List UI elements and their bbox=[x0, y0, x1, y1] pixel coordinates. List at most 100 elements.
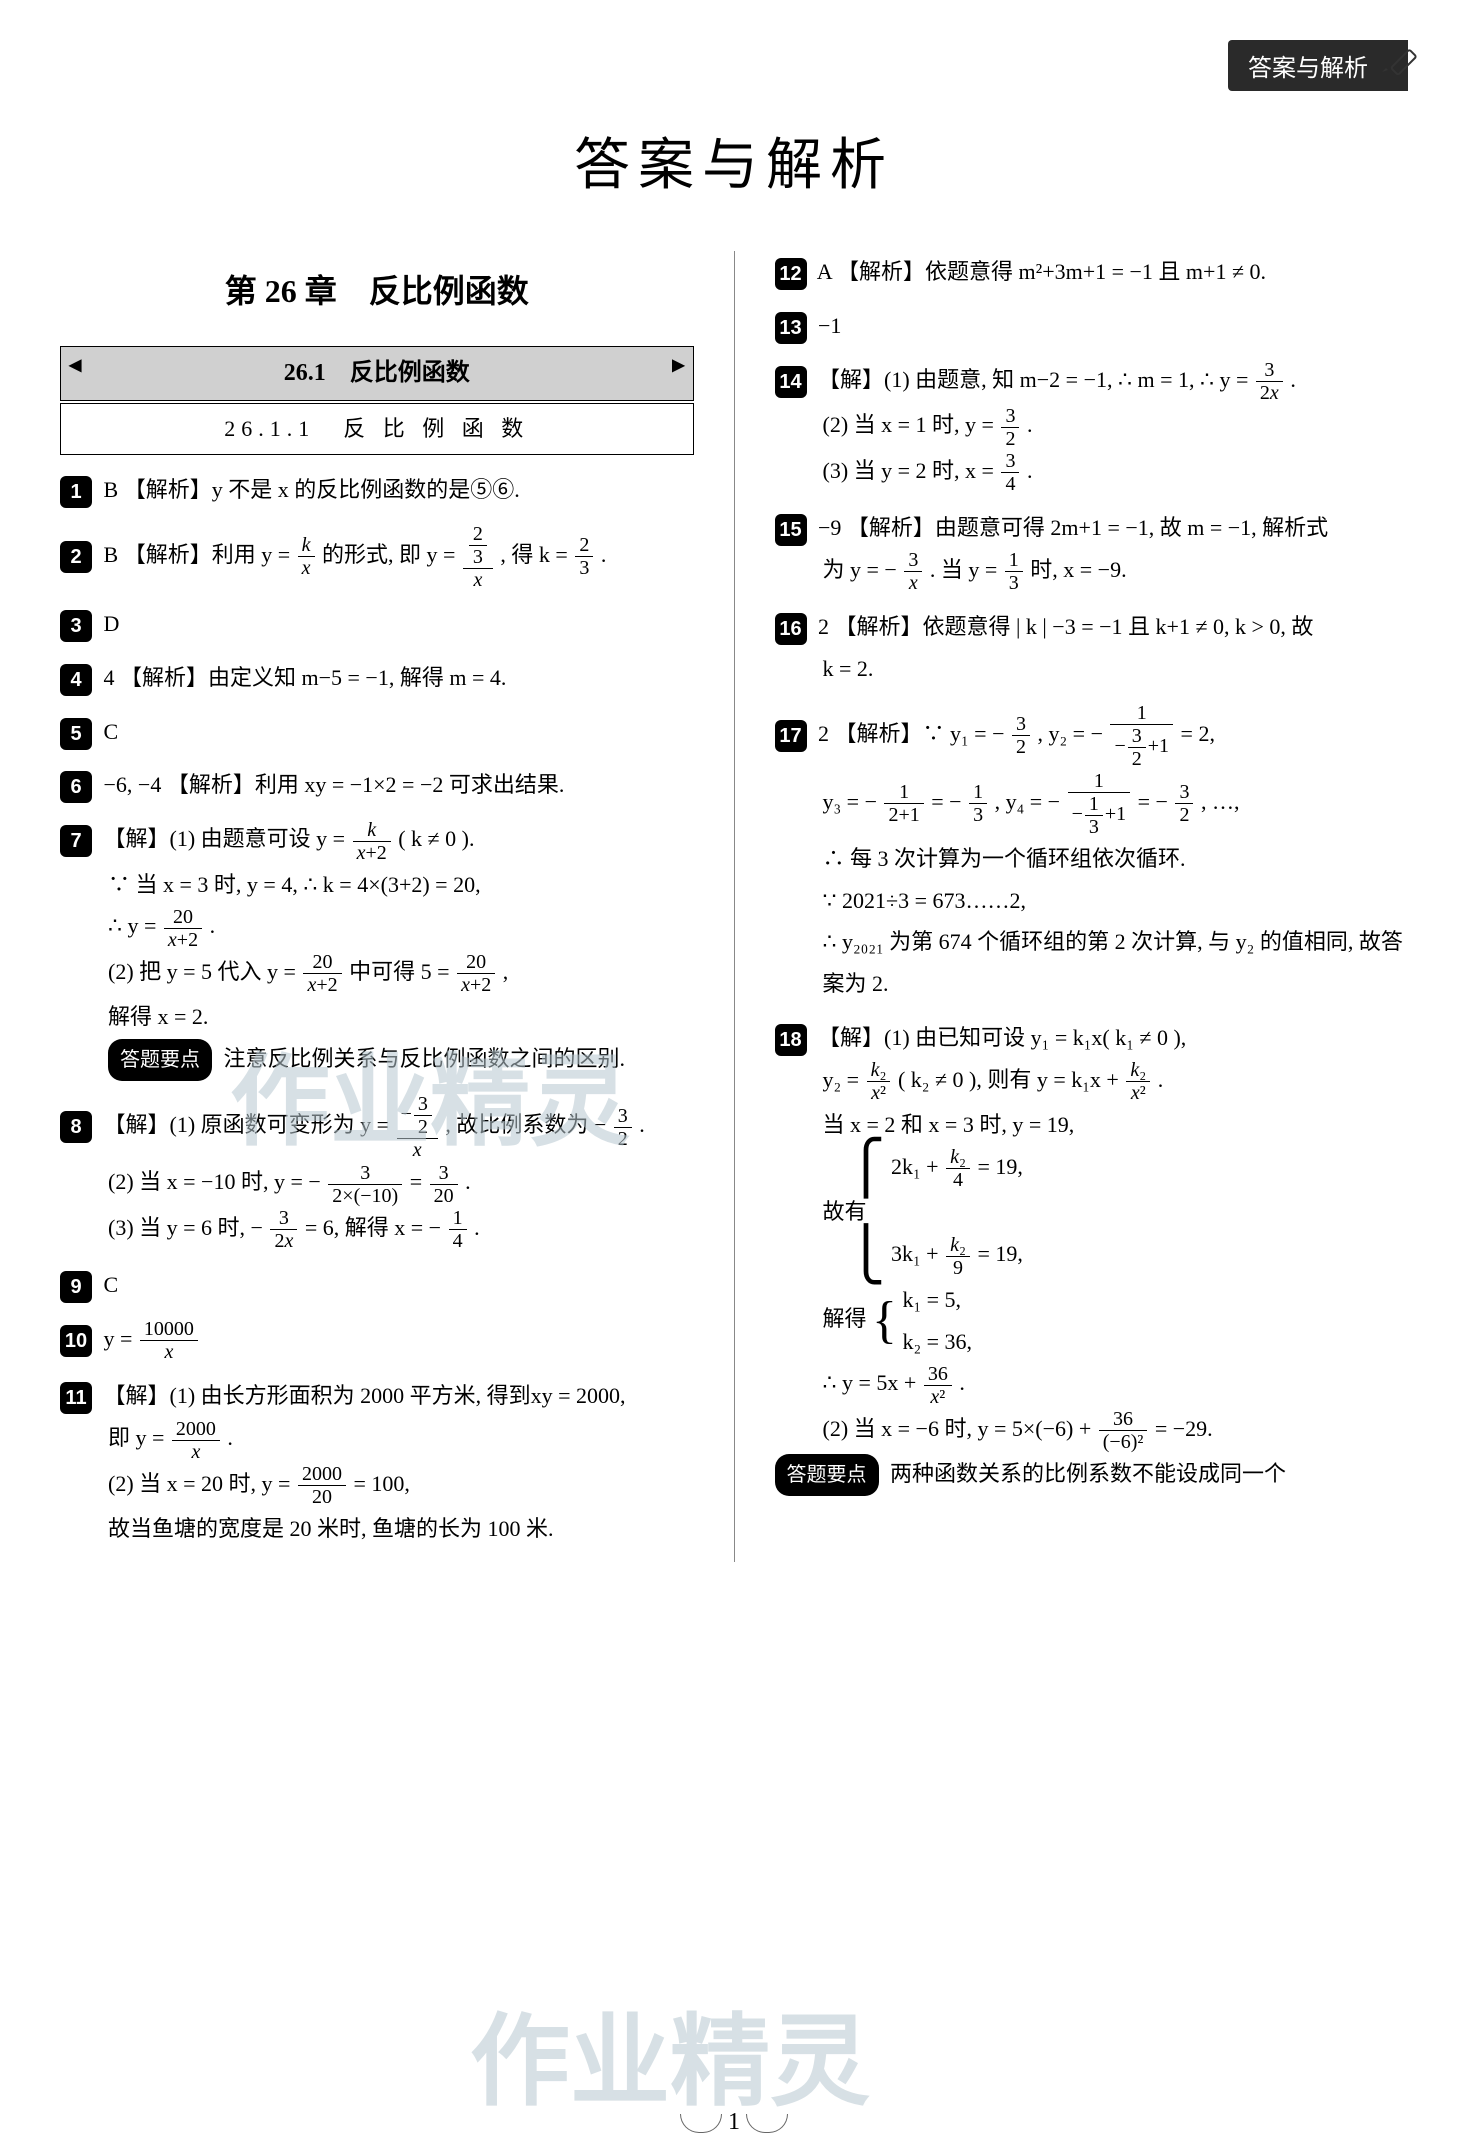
tip-pill: 答题要点 bbox=[108, 1039, 212, 1081]
text: 2k₁ + bbox=[891, 1154, 939, 1179]
qnum-badge: 16 bbox=[775, 613, 807, 645]
text: = − bbox=[931, 789, 961, 814]
text: = 100, bbox=[353, 1471, 409, 1496]
line: ∵ 2021÷3 = 673……2, bbox=[775, 880, 1409, 922]
answer: 2 bbox=[818, 721, 829, 746]
text: = 19, bbox=[977, 1241, 1022, 1266]
text: = 6, 解得 x = − bbox=[305, 1215, 441, 1240]
text: = 19, bbox=[977, 1154, 1022, 1179]
text: = 2, bbox=[1181, 721, 1215, 746]
text: . bbox=[465, 1169, 471, 1194]
q2: 2 B 【解析】利用 y = kx 的形式, 即 y = 23x , 得 k =… bbox=[60, 523, 694, 591]
qnum-badge: 9 bbox=[60, 1271, 92, 1303]
text: 3k₁ + bbox=[891, 1241, 939, 1266]
line: ∴ y₂₀₂₁ 为第 674 个循环组的第 2 次计算, 与 y₂ 的值相同, … bbox=[775, 921, 1409, 1005]
line: 为 y = − 3x . 当 y = 13 时, x = −9. bbox=[775, 549, 1409, 594]
text: 【解】(1) 由已知可设 y₁ = k₁x( k₁ ≠ 0 ), bbox=[818, 1025, 1186, 1050]
qnum-badge: 15 bbox=[775, 514, 807, 546]
qnum-badge: 12 bbox=[775, 258, 807, 290]
tip-pill: 答题要点 bbox=[775, 1454, 879, 1496]
line: (2) 当 x = 1 时, y = 32 . bbox=[775, 404, 1409, 449]
answer: −9 bbox=[818, 515, 841, 540]
line: y₃ = − 12+1 = − 13 , y₄ = − 1−13+1 = − 3… bbox=[775, 770, 1409, 838]
line: (3) 当 y = 6 时, − 32x = 6, 解得 x = − 14 . bbox=[60, 1207, 694, 1252]
line: ∴ y = 5x + 36x² . bbox=[775, 1362, 1409, 1407]
answer: −1 bbox=[818, 313, 841, 338]
tip-line: 答题要点 注意反比例关系与反比例函数之间的区别. bbox=[60, 1038, 694, 1081]
q7: 7 【解】(1) 由题意可设 y = kx+2 ( k ≠ 0 ). ∵ 当 x… bbox=[60, 818, 694, 1081]
text: . bbox=[474, 1215, 480, 1240]
line: (2) 当 x = −10 时, y = − 32×(−10) = 320 . bbox=[60, 1161, 694, 1206]
q15: 15 −9 【解析】由题意可得 2m+1 = −1, 故 m = −1, 解析式… bbox=[775, 507, 1409, 594]
text: 的形式, 即 y = bbox=[322, 542, 455, 567]
text: , 故比例系数为 − bbox=[445, 1112, 606, 1137]
text: . 当 y = bbox=[930, 557, 997, 582]
text: = bbox=[410, 1169, 422, 1194]
answer: C bbox=[104, 1272, 119, 1297]
text: = − bbox=[1138, 789, 1168, 814]
answer: 2 bbox=[818, 614, 829, 639]
qnum-badge: 10 bbox=[60, 1325, 92, 1357]
q12: 12 A 【解析】依题意得 m²+3m+1 = −1 且 m+1 ≠ 0. bbox=[775, 251, 1409, 293]
text: , 得 k = bbox=[500, 542, 567, 567]
text: k₂ = 36, bbox=[902, 1321, 972, 1363]
text: 【解】(1) 由题意, 知 m−2 = −1, ∴ m = 1, ∴ y = bbox=[818, 367, 1248, 392]
text: (3) 当 y = 2 时, x = bbox=[823, 458, 994, 483]
answer: B bbox=[104, 542, 119, 567]
text: 为 y = − bbox=[823, 557, 897, 582]
line: ∵ 当 x = 3 时, y = 4, ∴ k = 4×(3+2) = 20, bbox=[60, 864, 694, 906]
qnum-badge: 11 bbox=[60, 1382, 92, 1414]
page-title: 答案与解析 bbox=[60, 120, 1408, 201]
qnum-badge: 1 bbox=[60, 476, 92, 508]
text: ( k ≠ 0 ). bbox=[398, 826, 474, 851]
q17: 17 2 【解析】∵ y₁ = − 32 , y₂ = − 1−32+1 = 2… bbox=[775, 702, 1409, 1005]
text: . bbox=[227, 1425, 233, 1450]
qnum-badge: 5 bbox=[60, 718, 92, 750]
q11: 11 【解】(1) 由长方形面积为 2000 平方米, 得到xy = 2000,… bbox=[60, 1375, 694, 1550]
text: ( k₂ ≠ 0 ), 则有 y = k₁x + bbox=[898, 1067, 1119, 1092]
line: (3) 当 y = 2 时, x = 34 . bbox=[775, 450, 1409, 495]
text: . bbox=[1290, 367, 1296, 392]
qnum-badge: 8 bbox=[60, 1111, 92, 1143]
line: y₂ = k₂x² ( k₂ ≠ 0 ), 则有 y = k₁x + k₂x² … bbox=[775, 1059, 1409, 1104]
text: ∴ y = bbox=[108, 913, 156, 938]
text: 中可得 5 = bbox=[349, 959, 449, 984]
q16: 16 2 【解析】依题意得 | k | −3 = −1 且 k+1 ≠ 0, k… bbox=[775, 606, 1409, 690]
line: ⎧ 2k₁ + k₂4 = 19, bbox=[775, 1146, 1409, 1191]
q8: 8 【解】(1) 原函数可变形为 y = −32x , 故比例系数为 − 32 … bbox=[60, 1093, 694, 1252]
answer: B bbox=[104, 477, 119, 502]
chapter-title: 第 26 章 反比例函数 bbox=[60, 261, 694, 322]
text: . bbox=[959, 1370, 965, 1395]
section-header: 26.1 反比例函数 bbox=[60, 346, 694, 402]
content-columns: 第 26 章 反比例函数 26.1 反比例函数 26.1.1 反 比 例 函 数… bbox=[60, 251, 1408, 1562]
q10: 10 y = 10000x bbox=[60, 1318, 694, 1363]
text: . bbox=[1027, 458, 1033, 483]
text: (3) 当 y = 6 时, − bbox=[108, 1215, 263, 1240]
answer: C bbox=[104, 719, 119, 744]
watermark: 作业精灵 bbox=[470, 1980, 870, 2125]
line: (2) 把 y = 5 代入 y = 20x+2 中可得 5 = 20x+2 , bbox=[60, 951, 694, 996]
line: k = 2. bbox=[775, 648, 1409, 690]
tip-line: 答题要点 两种函数关系的比例系数不能设成同一个 bbox=[775, 1453, 1409, 1496]
qnum-badge: 18 bbox=[775, 1024, 807, 1056]
answer: 4 bbox=[104, 665, 115, 690]
line: (2) 当 x = 20 时, y = 200020 = 100, bbox=[60, 1463, 694, 1508]
line: (2) 当 x = −6 时, y = 5×(−6) + 36(−6)² = −… bbox=[775, 1408, 1409, 1453]
text: 【解析】依题意得 | k | −3 = −1 且 k+1 ≠ 0, k > 0,… bbox=[835, 614, 1314, 639]
text: , bbox=[503, 959, 509, 984]
answer: A bbox=[817, 259, 832, 284]
section-sub-header: 26.1.1 反 比 例 函 数 bbox=[60, 403, 694, 455]
text: 解得 bbox=[823, 1306, 867, 1331]
line: ∴ y = 20x+2 . bbox=[60, 905, 694, 950]
answer: −6, −4 bbox=[104, 772, 162, 797]
line: 解得 x = 2. bbox=[60, 996, 694, 1038]
left-column: 第 26 章 反比例函数 26.1 反比例函数 26.1.1 反 比 例 函 数… bbox=[60, 251, 694, 1562]
right-column: 12 A 【解析】依题意得 m²+3m+1 = −1 且 m+1 ≠ 0. 13… bbox=[775, 251, 1409, 1562]
column-divider bbox=[734, 251, 735, 1562]
text: 【解析】由题意可得 2m+1 = −1, 故 m = −1, 解析式 bbox=[847, 515, 1328, 540]
qnum-badge: 14 bbox=[775, 366, 807, 398]
text: y = bbox=[104, 1326, 133, 1351]
qnum-badge: 2 bbox=[60, 541, 92, 573]
q18: 18 【解】(1) 由已知可设 y₁ = k₁x( k₁ ≠ 0 ), y₂ =… bbox=[775, 1017, 1409, 1496]
q13: 13 −1 bbox=[775, 305, 1409, 347]
